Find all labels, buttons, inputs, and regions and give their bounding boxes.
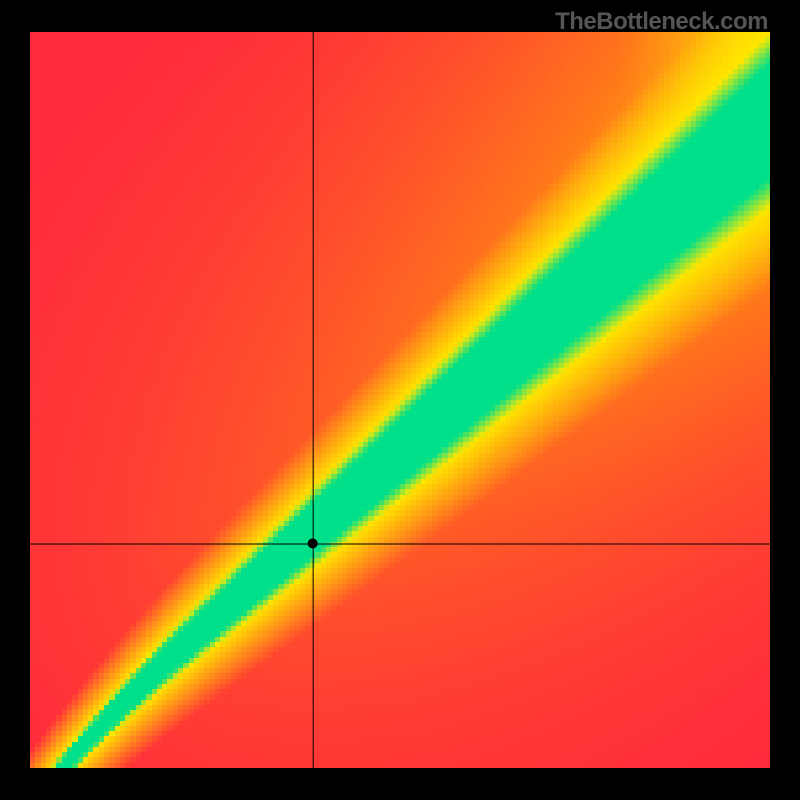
watermark-text: TheBottleneck.com [555, 8, 768, 36]
bottleneck-heatmap [0, 0, 800, 800]
